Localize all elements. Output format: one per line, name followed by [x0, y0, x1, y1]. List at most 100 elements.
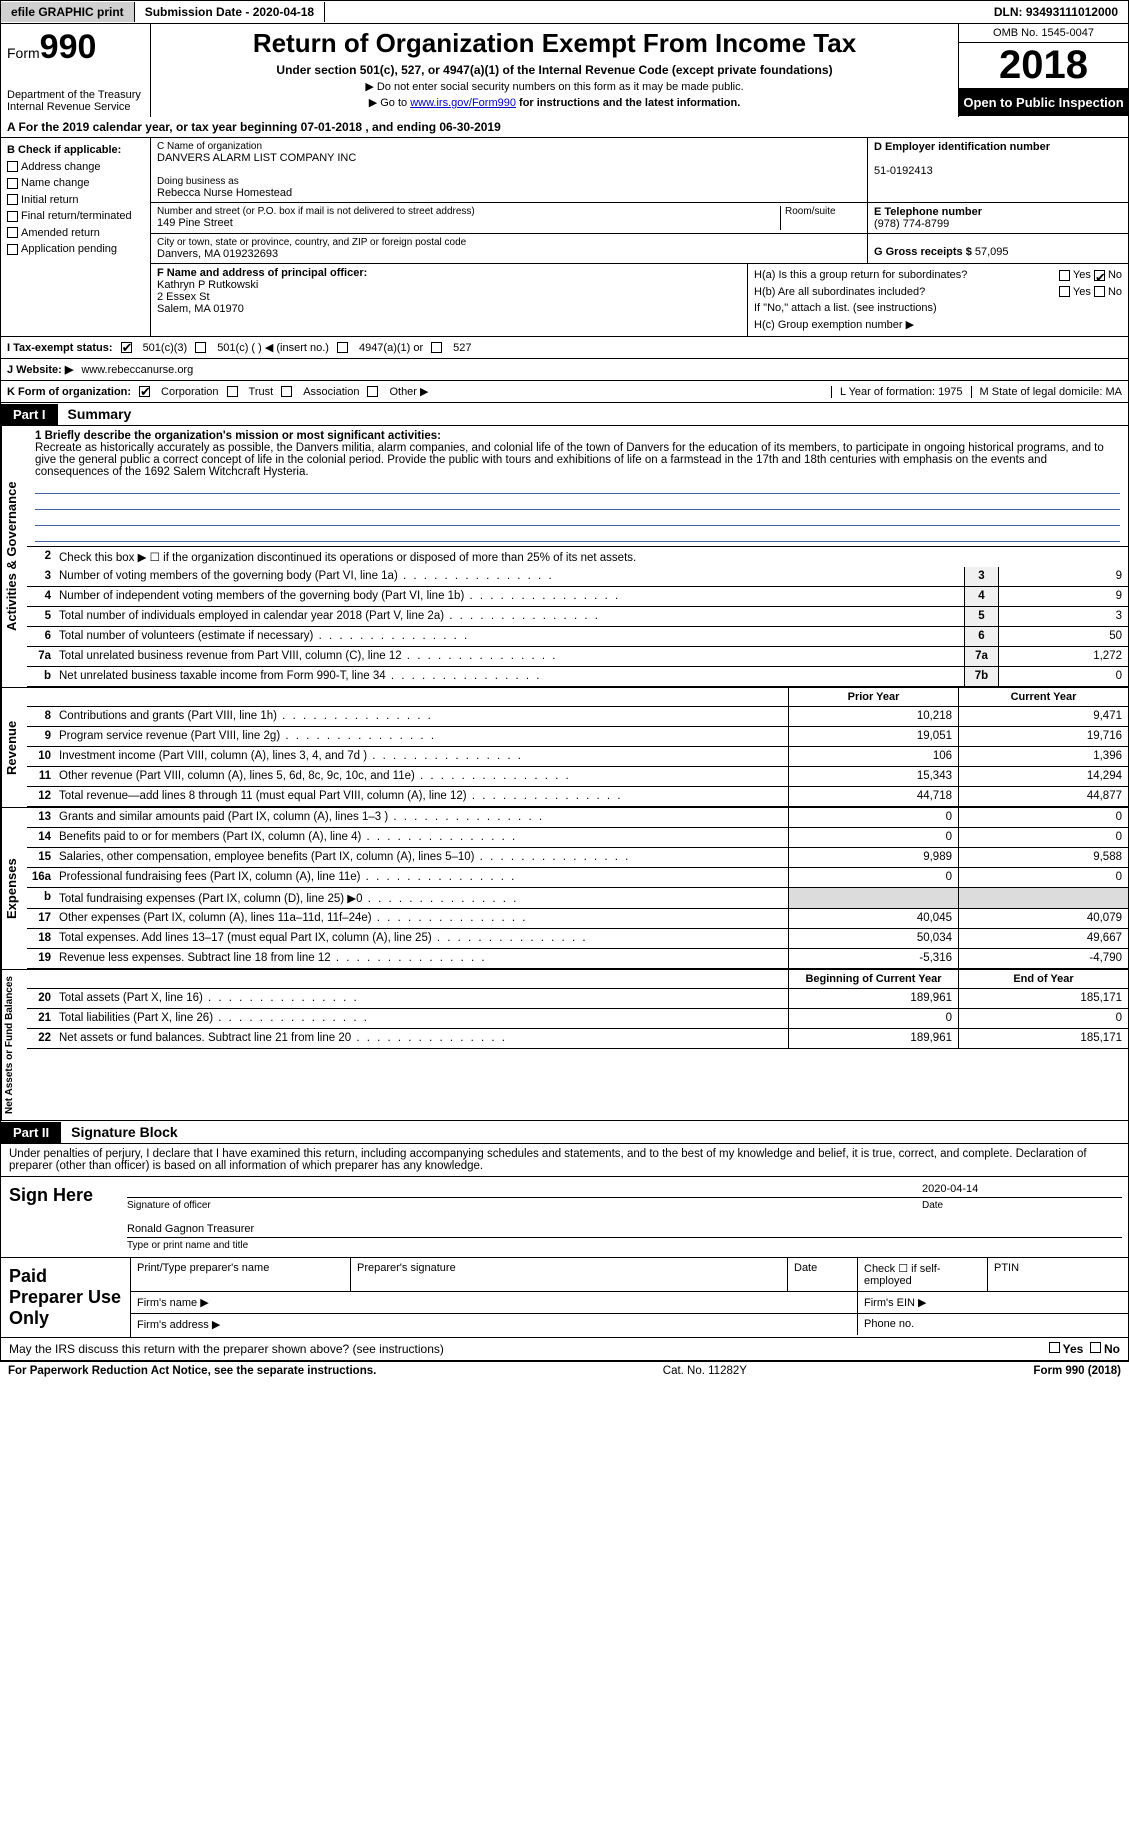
line-desc: Other expenses (Part IX, column (A), lin…: [55, 909, 788, 928]
f-h-row: F Name and address of principal officer:…: [151, 264, 1128, 336]
prior-val: -5,316: [788, 949, 958, 968]
prior-val: 44,718: [788, 787, 958, 806]
omb-number: OMB No. 1545-0047: [959, 24, 1128, 43]
cb-ha-yes[interactable]: [1059, 270, 1070, 281]
cb-discuss-no[interactable]: [1090, 1342, 1101, 1353]
section-b-through-g: B Check if applicable: Address change Na…: [0, 138, 1129, 337]
cb-ha-no[interactable]: [1094, 270, 1105, 281]
line-num: 20: [27, 989, 55, 1008]
gov-lines: 3Number of voting members of the governi…: [27, 567, 1128, 687]
b-item-4: Amended return: [21, 227, 100, 239]
na-lines: 20Total assets (Part X, line 16)189,9611…: [27, 989, 1128, 1049]
b-item-1: Name change: [21, 177, 90, 189]
form-subtitle: Under section 501(c), 527, or 4947(a)(1)…: [159, 63, 950, 77]
e-label: E Telephone number: [874, 206, 982, 218]
na-body: Beginning of Current Year End of Year 20…: [27, 970, 1128, 1120]
prior-val: 19,051: [788, 727, 958, 746]
cb-final-return[interactable]: [7, 211, 18, 222]
line-desc: Other revenue (Part VIII, column (A), li…: [55, 767, 788, 786]
cb-501c[interactable]: [195, 342, 206, 353]
pc-line-14: 14Benefits paid to or for members (Part …: [27, 828, 1128, 848]
line-desc: Benefits paid to or for members (Part IX…: [55, 828, 788, 847]
prior-val: 40,045: [788, 909, 958, 928]
header-right: OMB No. 1545-0047 2018 Open to Public In…: [958, 24, 1128, 117]
g-receipts-cell: G Gross receipts $ 57,095: [868, 234, 1128, 263]
part1-header: Part I Summary: [0, 403, 1129, 426]
line-box: 4: [964, 587, 998, 606]
street-subcell: Number and street (or P.O. box if mail i…: [157, 206, 781, 230]
goto-note: ▶ Go to www.irs.gov/Form990 for instruct…: [159, 96, 950, 109]
line-num: 11: [27, 767, 55, 786]
revenue-grid: Revenue Prior Year Current Year 8Contrib…: [0, 687, 1129, 807]
line-box: 6: [964, 627, 998, 646]
pc-line-b: bTotal fundraising expenses (Part IX, co…: [27, 888, 1128, 909]
line-num: 17: [27, 909, 55, 928]
mission-text: Recreate as historically accurately as p…: [35, 442, 1104, 478]
curr-val: -4,790: [958, 949, 1128, 968]
mission-label: 1 Briefly describe the organization's mi…: [35, 430, 441, 442]
line-num: 7a: [27, 647, 55, 666]
ha-no: No: [1108, 267, 1122, 284]
prior-val: 9,989: [788, 848, 958, 867]
b-item-0: Address change: [21, 161, 101, 173]
line-desc: Total number of individuals employed in …: [55, 607, 964, 626]
sig-name-label: Type or print name and title: [127, 1240, 1122, 1251]
part1-num: Part I: [1, 404, 58, 425]
irs-label: Internal Revenue Service: [7, 101, 144, 113]
curr-val: 44,877: [958, 787, 1128, 806]
curr-val: 0: [958, 1009, 1128, 1028]
line-desc: Revenue less expenses. Subtract line 18 …: [55, 949, 788, 968]
hb-row: H(b) Are all subordinates included? Yes …: [754, 284, 1122, 301]
pc-line-19: 19Revenue less expenses. Subtract line 1…: [27, 949, 1128, 969]
cb-discuss-yes[interactable]: [1049, 1342, 1060, 1353]
line-num: 12: [27, 787, 55, 806]
gov-line-6: 6Total number of volunteers (estimate if…: [27, 627, 1128, 647]
irs-link[interactable]: www.irs.gov/Form990: [410, 97, 516, 109]
cb-hb-yes[interactable]: [1059, 286, 1070, 297]
cb-527[interactable]: [431, 342, 442, 353]
cb-application-pending[interactable]: [7, 244, 18, 255]
line-desc: Total assets (Part X, line 16): [55, 989, 788, 1008]
mission-line2: [35, 496, 1120, 510]
prep-ptin-label: PTIN: [988, 1258, 1128, 1291]
gov-line-3: 3Number of voting members of the governi…: [27, 567, 1128, 587]
line-num: 22: [27, 1029, 55, 1048]
discuss-question: May the IRS discuss this return with the…: [9, 1342, 1049, 1356]
cb-other[interactable]: [367, 386, 378, 397]
line-num: 10: [27, 747, 55, 766]
efile-print-button[interactable]: efile GRAPHIC print: [1, 2, 135, 22]
cb-assoc[interactable]: [281, 386, 292, 397]
prior-val: 0: [788, 808, 958, 827]
cb-amended-return[interactable]: [7, 227, 18, 238]
cb-trust[interactable]: [227, 386, 238, 397]
i-501c: 501(c) ( ) ◀ (insert no.): [217, 341, 329, 354]
cb-4947[interactable]: [337, 342, 348, 353]
cb-501c3[interactable]: [121, 342, 132, 353]
i-label: I Tax-exempt status:: [7, 342, 113, 354]
cb-name-change[interactable]: [7, 178, 18, 189]
prior-year-hdr: Prior Year: [788, 688, 958, 706]
f-label: F Name and address of principal officer:: [157, 267, 367, 279]
cb-address-change[interactable]: [7, 161, 18, 172]
line-val: 9: [998, 567, 1128, 586]
cb-hb-no[interactable]: [1094, 286, 1105, 297]
b-item-2: Initial return: [21, 194, 78, 206]
curr-val: 0: [958, 868, 1128, 887]
prior-val: 0: [788, 828, 958, 847]
paid-preparer-grid: Paid Preparer Use Only Print/Type prepar…: [0, 1258, 1129, 1338]
ha-yes: Yes: [1073, 267, 1091, 284]
line-num: 8: [27, 707, 55, 726]
cb-corp[interactable]: [139, 386, 150, 397]
prep-name-label: Print/Type preparer's name: [131, 1258, 351, 1291]
room-suite-label: Room/suite: [781, 206, 861, 230]
gov-line-5: 5Total number of individuals employed in…: [27, 607, 1128, 627]
sig-blank: [127, 1183, 922, 1195]
phone-value: (978) 774-8799: [874, 218, 949, 230]
part1-title: Summary: [58, 403, 142, 425]
discuss-no: No: [1104, 1342, 1120, 1356]
line-2: 2 Check this box ▶ ☐ if the organization…: [27, 547, 1128, 567]
city-receipts-row: City or town, state or province, country…: [151, 234, 1128, 264]
cb-initial-return[interactable]: [7, 194, 18, 205]
curr-val: 0: [958, 808, 1128, 827]
footer-right: Form 990 (2018): [1033, 1365, 1121, 1377]
